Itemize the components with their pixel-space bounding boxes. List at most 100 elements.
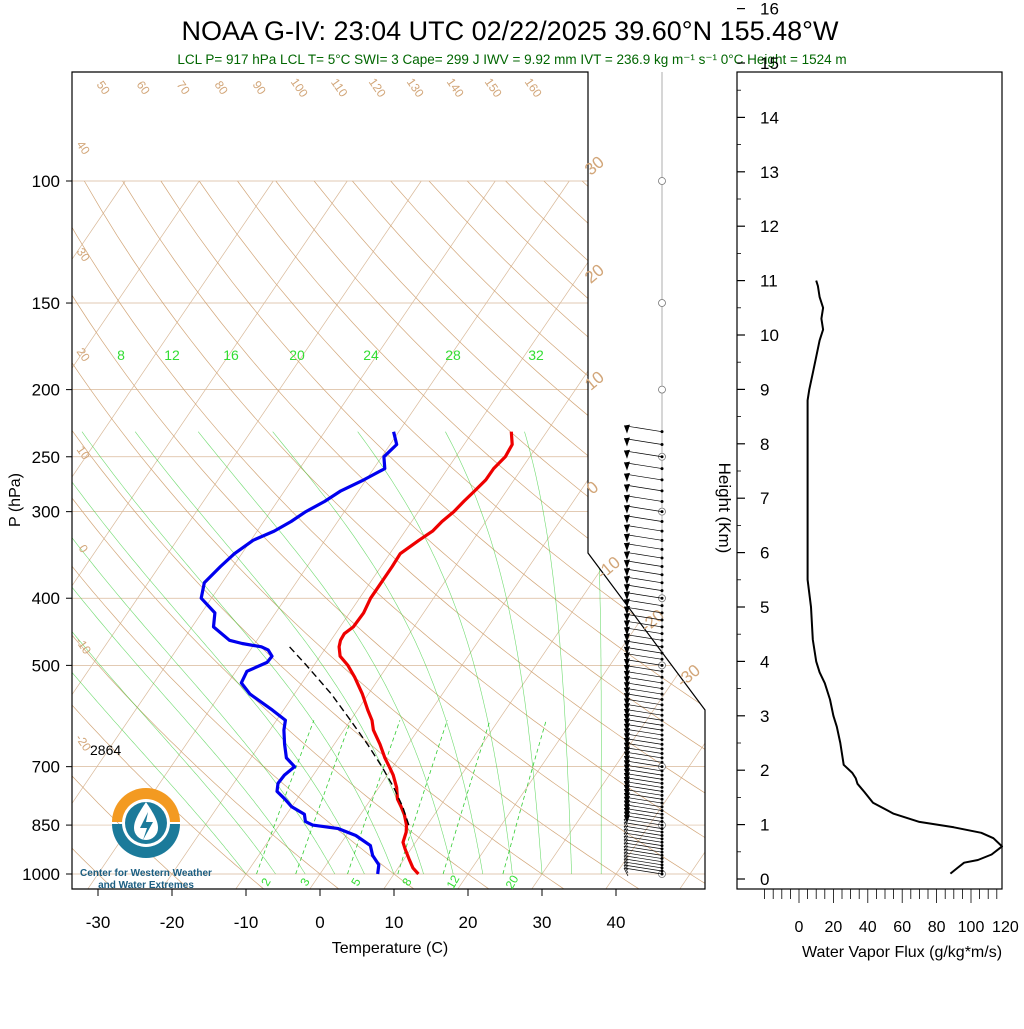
wind-barb-shaft xyxy=(624,485,662,491)
isotherm-label: -20 xyxy=(637,606,668,636)
wind-barb-shaft xyxy=(624,840,662,846)
wind-barb-pennant xyxy=(624,450,630,459)
wind-barb-shaft xyxy=(624,738,662,744)
dry-adiabat-line xyxy=(544,181,1024,889)
y-tick-label: 150 xyxy=(32,294,60,313)
wind-barb-shaft xyxy=(624,463,662,469)
dry-adiabat-top-label: 50 xyxy=(94,78,113,97)
dry-adiabat-top-label: 140 xyxy=(444,75,467,100)
isotherm-line xyxy=(754,181,1024,889)
wind-barb-shaft xyxy=(624,592,662,598)
moist-adiabat-line xyxy=(591,432,602,874)
wind-barb-pennant xyxy=(624,462,630,471)
wind-barb-pennant xyxy=(624,515,630,524)
flux-x-tick-label: 60 xyxy=(893,919,911,936)
barb-level-circle xyxy=(659,178,666,185)
barb-level-circle xyxy=(659,386,666,393)
dry-adiabat-top-label: 160 xyxy=(522,75,545,100)
wind-barb-shaft xyxy=(624,569,662,575)
moist-adiabat-label: 32 xyxy=(528,347,544,363)
wind-barb-shaft xyxy=(624,585,662,591)
height-tick-label: 14 xyxy=(760,108,779,127)
x-tick-label: 30 xyxy=(533,913,552,932)
wind-barb-pennant xyxy=(624,473,630,482)
wind-barb-shaft xyxy=(624,846,662,852)
moist-adiabat-label: 16 xyxy=(223,347,239,363)
y-tick-label: 400 xyxy=(32,589,60,608)
flux-y-label: Height (Km) xyxy=(715,463,734,554)
wind-barb-shaft xyxy=(624,577,662,583)
isotherm-line xyxy=(606,181,1024,889)
x-tick-label: -20 xyxy=(160,913,185,932)
height-tick-label: 12 xyxy=(760,217,779,236)
moist-adiabat-label: 8 xyxy=(117,347,125,363)
wind-barb-shaft xyxy=(624,534,662,540)
y-tick-label: 850 xyxy=(32,816,60,835)
dry-adiabat-line xyxy=(123,181,939,889)
dry-adiabat-line xyxy=(582,181,1024,889)
wind-barb-shaft xyxy=(624,506,662,512)
dry-adiabat-left-label: 40 xyxy=(74,138,93,157)
wind-barb-shaft xyxy=(624,868,662,874)
dry-adiabat-left-label: 10 xyxy=(74,443,93,462)
height-tick-label: 13 xyxy=(760,163,779,182)
flux-x-tick-label: 120 xyxy=(992,919,1019,936)
y-tick-label: 500 xyxy=(32,656,60,675)
dry-adiabat-top-label: 80 xyxy=(212,78,231,97)
isotherm-line xyxy=(0,181,51,889)
wind-barb-pennant xyxy=(624,542,630,551)
dry-adiabat-left-label: 30 xyxy=(74,245,93,264)
height-tick-label: 0 xyxy=(760,870,769,889)
wind-barb-shaft xyxy=(624,561,662,567)
dry-adiabat-line xyxy=(161,181,1014,889)
wind-barb-pennant xyxy=(624,505,630,514)
dry-adiabat-top-label: 60 xyxy=(134,78,153,97)
wind-barbs xyxy=(624,72,666,878)
wind-barb-pennant xyxy=(624,568,630,577)
wind-barb-shaft xyxy=(624,474,662,480)
wind-barb-shaft xyxy=(624,634,662,640)
height-tick-label: 5 xyxy=(760,598,769,617)
height-tick-label: 2 xyxy=(760,761,769,780)
x-tick-label: -30 xyxy=(86,913,111,932)
wind-barb-shaft xyxy=(624,734,662,740)
annotation-2864: 2864 xyxy=(90,742,121,758)
wind-barb-shaft xyxy=(624,600,662,606)
flux-x-tick-label: 20 xyxy=(825,919,843,936)
dry-adiabat-top-label: 120 xyxy=(366,75,389,100)
dry-adiabat-top-label: 150 xyxy=(482,75,505,100)
dry-adiabat-line xyxy=(0,181,639,889)
y-tick-label: 100 xyxy=(32,172,60,191)
dry-adiabat-line xyxy=(199,181,1024,889)
cw3e-logo: Center for Western Weather and Water Ext… xyxy=(80,788,212,891)
height-tick-label: 6 xyxy=(760,544,769,563)
wind-barb-shaft xyxy=(624,862,662,868)
dry-adiabat-top-label: 90 xyxy=(250,78,269,97)
skewt-x-label: Temperature (C) xyxy=(332,940,448,957)
height-tick-label: 7 xyxy=(760,489,769,508)
wind-barb-shaft xyxy=(624,729,662,735)
wind-barb-pennant xyxy=(624,484,630,493)
x-tick-label: 40 xyxy=(607,913,626,932)
wind-barb-shaft xyxy=(624,859,662,865)
dry-adiabat-top-label: 100 xyxy=(288,75,311,100)
barb-level-circle xyxy=(659,300,666,307)
flux-x-tick-label: 80 xyxy=(928,919,946,936)
wind-barb-pennant xyxy=(624,560,630,569)
height-tick-label: 10 xyxy=(760,326,779,345)
wind-barb-shaft xyxy=(624,823,662,829)
y-tick-label: 200 xyxy=(32,381,60,400)
x-tick-label: 0 xyxy=(315,913,324,932)
chart-title: NOAA G-IV: 23:04 UTC 02/22/2025 39.60°N … xyxy=(182,16,839,46)
moist-adiabat-line xyxy=(525,432,572,874)
dry-adiabat-line xyxy=(276,181,1024,889)
moist-adiabat-line xyxy=(273,432,483,874)
wind-barb-shaft xyxy=(624,647,662,653)
height-tick-label: 4 xyxy=(760,652,769,671)
skewt-y-label: P (hPa) xyxy=(7,473,24,527)
height-tick-label: 9 xyxy=(760,380,769,399)
